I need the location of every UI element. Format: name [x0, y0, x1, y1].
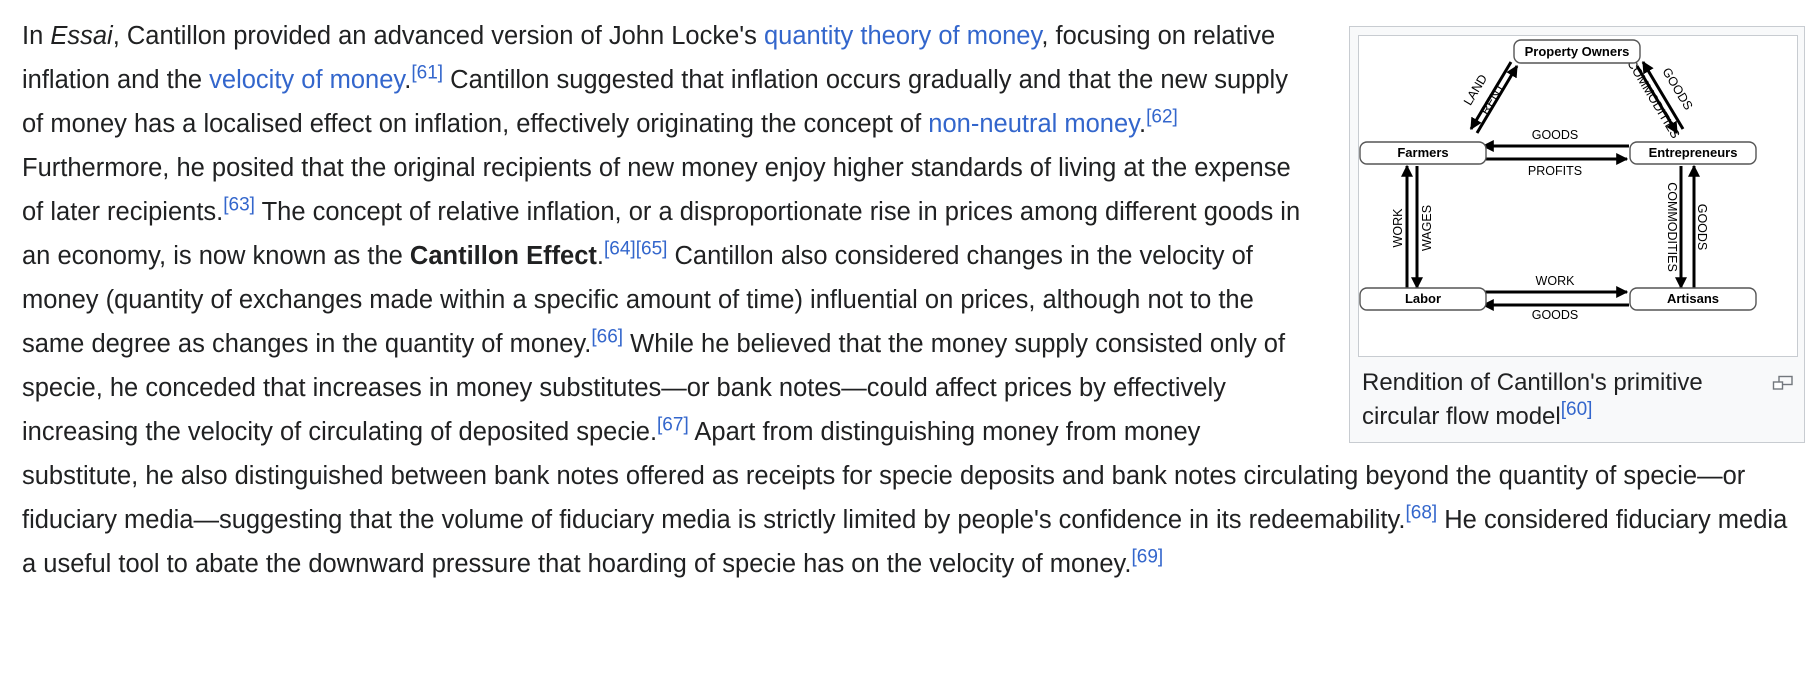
arrow-commodities-top: [1635, 65, 1679, 135]
label-goods-mid: GOODS: [1532, 128, 1579, 142]
citation-61[interactable]: [61]: [411, 62, 444, 84]
node-entrepreneurs: Entrepreneurs: [1629, 141, 1757, 165]
citation-69[interactable]: [69]: [1131, 546, 1164, 568]
label-wages: WAGES: [1420, 205, 1434, 251]
svg-text:Artisans: Artisans: [1667, 291, 1719, 306]
figure-thumbnail: LAND RENT COMMODITIES GOODS GOODS PROFIT…: [1349, 26, 1805, 443]
article-body: LAND RENT COMMODITIES GOODS GOODS PROFIT…: [22, 14, 1805, 586]
citation-67[interactable]: [67]: [657, 414, 689, 436]
citation-60[interactable]: [60]: [1560, 399, 1593, 420]
figure-caption: Rendition of Cantillon's primitive circu…: [1358, 357, 1796, 434]
essai-title: Essai: [50, 22, 113, 50]
label-work-bottom: WORK: [1536, 274, 1576, 288]
label-profits: PROFITS: [1528, 164, 1582, 178]
label-goods-bottom: GOODS: [1532, 308, 1579, 322]
cantillon-effect-term: Cantillon Effect: [409, 242, 597, 270]
node-property-owners: Property Owners: [1513, 39, 1641, 64]
citation-68[interactable]: [68]: [1405, 502, 1438, 524]
arrow-goods-top: [1641, 60, 1685, 130]
article-paragraph: In Essai, Cantillon provided an advanced…: [22, 22, 1788, 578]
citation-63[interactable]: [63]: [223, 194, 255, 216]
node-artisans: Artisans: [1629, 287, 1757, 311]
link-velocity-of-money[interactable]: velocity of money: [209, 66, 405, 94]
citation-62[interactable]: [62]: [1146, 106, 1178, 128]
link-quantity-theory-of-money[interactable]: quantity theory of money: [764, 22, 1042, 50]
svg-text:Entrepreneurs: Entrepreneurs: [1649, 145, 1738, 160]
citation-66[interactable]: [66]: [591, 326, 624, 348]
svg-text:Labor: Labor: [1405, 291, 1441, 306]
enlarge-icon[interactable]: [1772, 367, 1794, 401]
label-work-left: WORK: [1391, 208, 1405, 248]
label-commodities-right: COMMODITIES: [1665, 182, 1679, 272]
node-labor: Labor: [1359, 287, 1487, 311]
caption-text: Rendition of Cantillon's primitive circu…: [1362, 369, 1703, 430]
circular-flow-diagram[interactable]: LAND RENT COMMODITIES GOODS GOODS PROFIT…: [1358, 35, 1798, 357]
citation-64[interactable]: [64]: [604, 238, 636, 260]
node-farmers: Farmers: [1359, 141, 1487, 165]
arrow-land: [1469, 61, 1513, 131]
link-non-neutral-money[interactable]: non-neutral money: [928, 110, 1140, 138]
svg-text:Property Owners: Property Owners: [1525, 44, 1630, 59]
citation-65[interactable]: [65]: [635, 238, 668, 260]
label-goods-right: GOODS: [1695, 204, 1709, 251]
arrow-rent: [1475, 64, 1519, 134]
svg-text:Farmers: Farmers: [1397, 145, 1448, 160]
